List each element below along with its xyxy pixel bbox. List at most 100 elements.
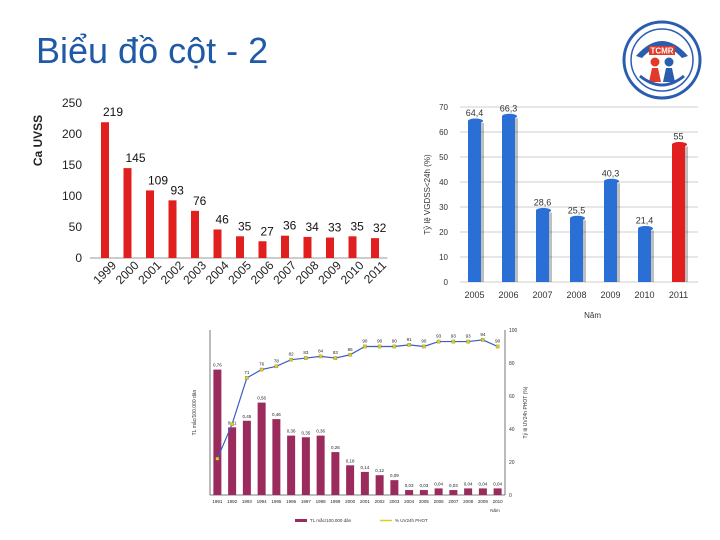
bar <box>360 471 369 495</box>
bar-top <box>468 118 483 124</box>
right-tick-label: 60 <box>509 394 515 400</box>
bar-side <box>481 123 484 282</box>
x-tick-label: 2003 <box>389 499 400 504</box>
bar <box>468 121 481 282</box>
line-value-label: 78 <box>274 358 280 363</box>
bar <box>326 237 334 258</box>
bar <box>348 236 357 258</box>
line-point <box>304 356 308 360</box>
left-axis-label: TL mắc/100.000 dân <box>191 389 198 435</box>
bar <box>375 475 384 495</box>
bar-value-label: 35 <box>238 219 252 233</box>
x-axis-label: Năm <box>490 508 500 513</box>
bar-side <box>617 183 620 282</box>
y-tick-label: 40 <box>439 178 448 187</box>
line-point <box>245 376 249 380</box>
bar <box>502 116 515 282</box>
bar <box>419 490 428 495</box>
line-value-label: 84 <box>318 348 324 353</box>
line-point <box>481 338 485 342</box>
x-tick-label: 2008 <box>293 258 322 287</box>
right-tick-label: 0 <box>509 493 512 499</box>
x-tick-label: 2011 <box>361 258 389 286</box>
line-value-label: 76 <box>259 362 265 367</box>
x-tick-label: 2005 <box>464 290 484 300</box>
line-value-label: 93 <box>436 334 442 339</box>
line-value-label: 93 <box>451 334 457 339</box>
bar-top <box>536 208 551 213</box>
y-tick-label: 100 <box>62 189 82 203</box>
line-point <box>407 343 411 347</box>
bar <box>101 122 109 258</box>
bar-value-label: 0,04 <box>478 481 487 486</box>
x-tick-label: 2005 <box>225 258 254 287</box>
line-point <box>392 344 397 349</box>
x-tick-label: 2006 <box>248 258 277 287</box>
bar-value-label: 0,03 <box>405 483 414 488</box>
line-value-label: 90 <box>421 339 427 344</box>
tcmr-logo: TCMR <box>622 20 702 100</box>
line-value-label: 90 <box>362 339 368 344</box>
y-tick-label: 0 <box>444 278 449 287</box>
bar <box>228 427 237 495</box>
chart-tl-mac-uv24h: 0 20 40 60 80 100 TL mắc/100.000 dân Tỷ lệ UV24… <box>191 328 529 523</box>
right-tick-label: 20 <box>509 460 515 466</box>
bar-top <box>502 113 517 119</box>
line-point <box>333 356 338 360</box>
bar-value-label: 0,56 <box>257 396 266 401</box>
x-tick-label: 2008 <box>463 499 474 504</box>
bar-value-label: 66,3 <box>500 103 518 113</box>
bar-top <box>672 142 687 147</box>
x-tick-label: 2011 <box>669 290 688 300</box>
bar-value-label: 0,26 <box>331 445 340 450</box>
x-tick-label: 1994 <box>257 499 268 504</box>
slide-title: Biểu đồ cột - 2 <box>36 30 269 71</box>
bar-value-label: 0,03 <box>449 483 458 488</box>
y-tick-label: 20 <box>439 228 448 237</box>
line-point <box>466 339 470 344</box>
line-point <box>495 344 500 349</box>
line-value-label: 83 <box>303 350 309 355</box>
line-point <box>348 353 352 357</box>
line-value-label: 90 <box>377 339 383 344</box>
x-tick-label: 2007 <box>270 258 299 287</box>
bar-side <box>651 230 654 282</box>
y-tick-label: 50 <box>69 220 83 234</box>
bar-value-label: 34 <box>306 220 320 234</box>
x-tick-label: 2010 <box>338 258 367 287</box>
x-tick-label: 2007 <box>532 290 552 300</box>
bar-value-label: 93 <box>171 183 185 197</box>
x-tick-label: 2004 <box>203 258 232 287</box>
x-tick-label: 2000 <box>345 499 356 504</box>
line-point <box>436 339 441 344</box>
line-value-label: 85 <box>348 347 354 352</box>
line-point <box>289 357 293 362</box>
bar-side <box>549 212 552 282</box>
bar <box>242 420 251 495</box>
bar <box>303 236 312 258</box>
x-tick-label: 2001 <box>360 499 371 504</box>
bar-value-label: 32 <box>373 221 387 235</box>
bar <box>301 437 310 495</box>
x-tick-label: 1991 <box>212 499 223 504</box>
bar-value-label: 33 <box>328 221 342 235</box>
bar <box>146 190 154 258</box>
bar-value-label: 46 <box>216 212 230 226</box>
bar-value-label: 28,6 <box>534 198 552 208</box>
bar <box>604 181 617 282</box>
x-tick-label: 2002 <box>158 258 187 287</box>
line-value-label: 91 <box>407 337 413 342</box>
y-tick-label: 10 <box>439 253 448 262</box>
bar-value-label: 0,76 <box>213 363 222 368</box>
legend-swatch-bar <box>295 519 307 522</box>
x-tick-label: 2000 <box>113 258 142 287</box>
x-tick-label: 2002 <box>375 499 386 504</box>
bar-value-label: 0,45 <box>242 414 251 419</box>
bar <box>434 488 443 495</box>
x-axis-label: Năm <box>584 311 601 320</box>
line-point <box>230 422 234 426</box>
bar <box>478 488 487 495</box>
line-point <box>274 364 279 369</box>
bar-side <box>685 146 688 282</box>
y-axis-label: Ca UVSS <box>31 115 45 166</box>
